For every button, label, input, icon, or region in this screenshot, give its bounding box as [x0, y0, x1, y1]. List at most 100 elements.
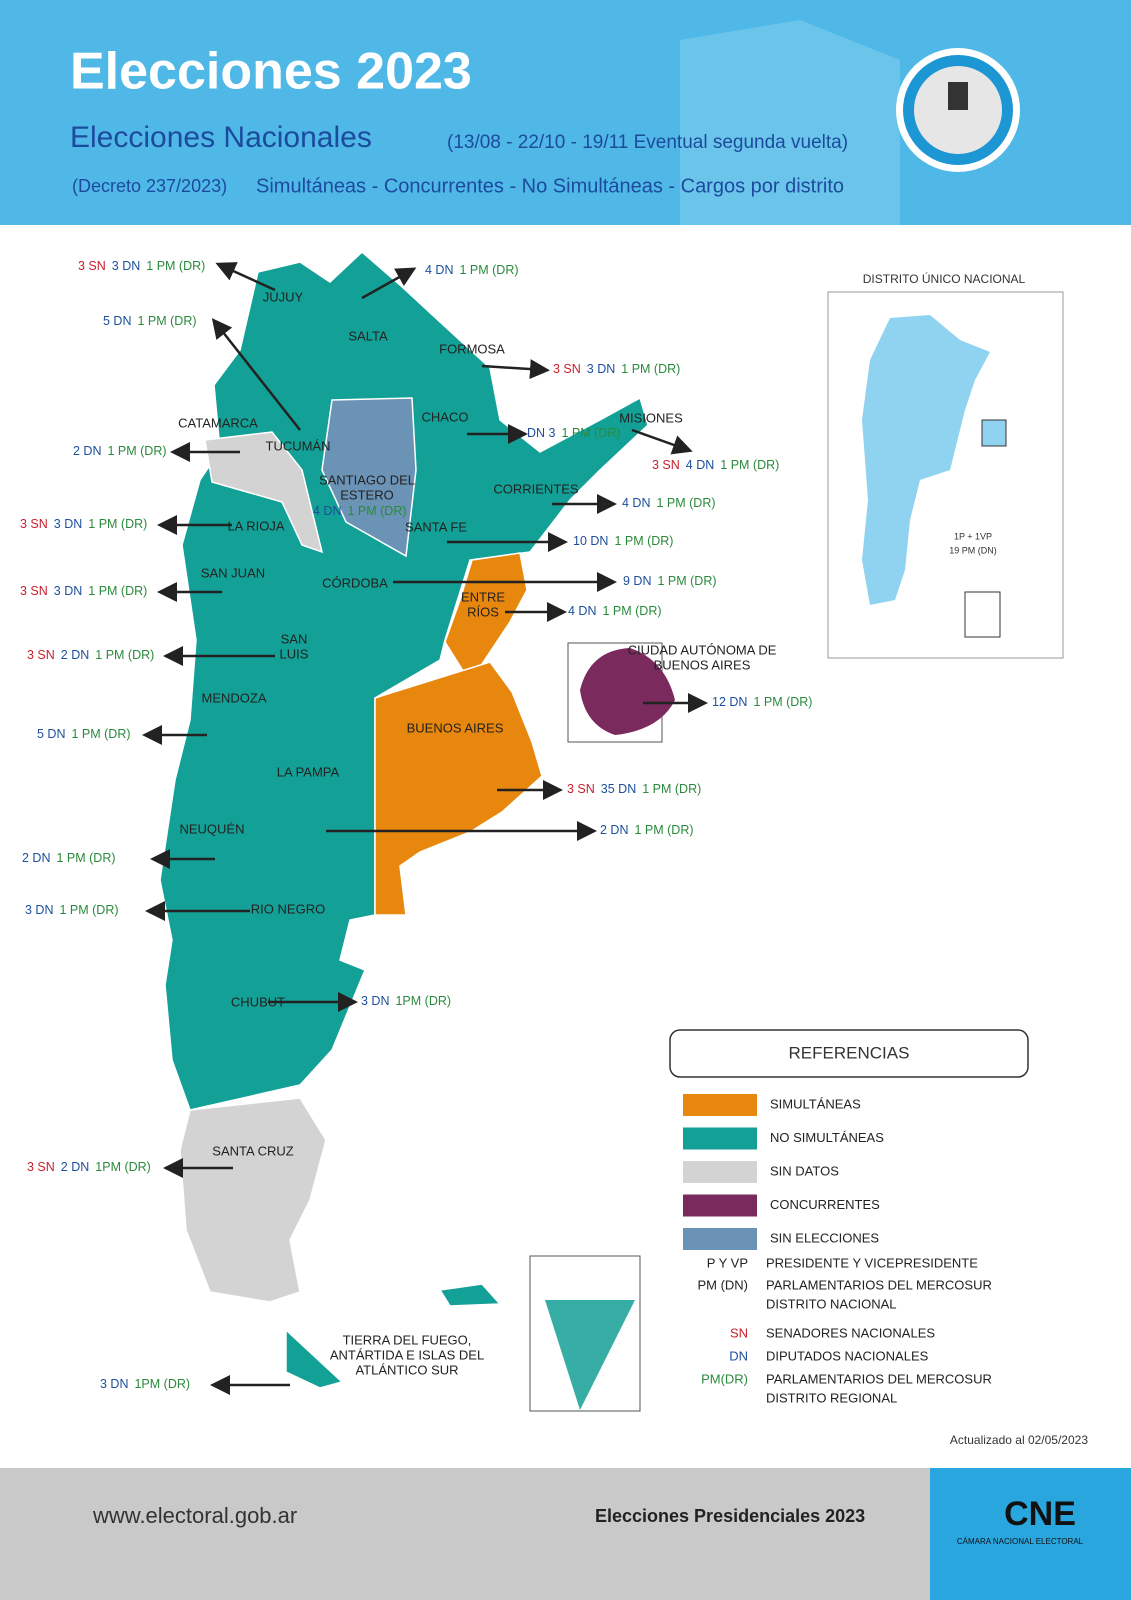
- seat-pm: 1 PM (DR): [71, 727, 130, 741]
- province-name: SANTA FE: [405, 519, 467, 534]
- seat-dn: DN 3: [527, 426, 556, 440]
- seat-label: 9 DN 1 PM (DR): [623, 574, 717, 588]
- seat-dn: 2 DN: [61, 1160, 89, 1174]
- seat-dn: 5 DN: [37, 727, 65, 741]
- updated: Actualizado al 02/05/2023: [950, 1433, 1088, 1447]
- map: [159, 250, 649, 1389]
- footer-url: www.electoral.gob.ar: [92, 1503, 297, 1528]
- seat-dn: 2 DN: [61, 648, 89, 662]
- seat-sn: 3 SN: [553, 362, 581, 376]
- logo-sub: CÁMARA NACIONAL ELECTORAL: [957, 1537, 1084, 1546]
- seat-label: 3 DN 1PM (DR): [361, 994, 451, 1008]
- legend-title-box: [669, 1029, 1029, 1078]
- seat-pm: 1 PM (DR): [656, 496, 715, 510]
- seat-dn: 3 DN: [587, 362, 615, 376]
- region: [438, 1283, 502, 1307]
- seat-label: 2 DN 1 PM (DR): [600, 823, 694, 837]
- seat-dn: 3 DN: [361, 994, 389, 1008]
- seat-label: DN 3 1 PM (DR): [527, 426, 621, 440]
- decree: (Decreto 237/2023): [72, 176, 227, 196]
- legend-label: CONCURRENTES: [770, 1197, 880, 1212]
- province-name: BUENOS AIRES: [654, 657, 751, 672]
- province-name: TUCUMÁN: [266, 438, 331, 453]
- seat-dn: 10 DN: [573, 534, 608, 548]
- logo-block: [930, 1468, 1131, 1600]
- national-map: [981, 419, 1007, 447]
- seat-pm: 1PM (DR): [395, 994, 451, 1008]
- seat-label: 4 DN 1 PM (DR): [425, 263, 519, 277]
- seat-pm: 1 PM (DR): [561, 426, 620, 440]
- seat-label: 3 SN 3 DN 1 PM (DR): [553, 362, 680, 376]
- abbr: PM (DN): [697, 1277, 748, 1292]
- seat-pm: 1 PM (DR): [459, 263, 518, 277]
- national-map: [964, 591, 1001, 638]
- province-name: RIO NEGRO: [251, 901, 325, 916]
- region: [285, 1328, 344, 1389]
- seat-label: 2 DN 1 PM (DR): [22, 851, 116, 865]
- seat-label: 3 SN 3 DN 1 PM (DR): [20, 584, 147, 598]
- abbr: P Y VP: [707, 1255, 748, 1270]
- province-name: SALTA: [348, 328, 388, 343]
- seat-sn: 3 SN: [567, 782, 595, 796]
- subtitle: Elecciones Nacionales: [70, 121, 372, 154]
- seat-pm: 1PM (DR): [95, 1160, 151, 1174]
- caba-shape: [580, 648, 675, 735]
- abbr-desc: PARLAMENTARIOS DEL MERCOSUR: [766, 1371, 992, 1386]
- seat-sn: 3 SN: [78, 259, 106, 273]
- seat-dn: 2 DN: [73, 444, 101, 458]
- seat-sn: 3 SN: [20, 584, 48, 598]
- abbr: SN: [730, 1325, 748, 1340]
- seat-label: 3 SN 35 DN 1 PM (DR): [567, 782, 701, 796]
- abbr: PM(DR): [701, 1371, 748, 1386]
- legend-label: SIMULTÁNEAS: [770, 1096, 861, 1111]
- abbr-desc: DISTRITO NACIONAL: [766, 1296, 897, 1311]
- seat-dn: 35 DN: [601, 782, 636, 796]
- seat-dn: 9 DN: [623, 574, 651, 588]
- seat-label: 4 DN 1 PM (DR): [622, 496, 716, 510]
- seat-label: 3 SN 3 DN 1 PM (DR): [20, 517, 147, 531]
- province-name: FORMOSA: [439, 341, 505, 356]
- seat-pm: 1 PM (DR): [88, 517, 147, 531]
- seat-label: 12 DN 1 PM (DR): [712, 695, 812, 709]
- province-name: SAN JUAN: [201, 565, 265, 580]
- seat-pm: 1 PM (DR): [137, 314, 196, 328]
- abbr-desc: SENADORES NACIONALES: [766, 1325, 935, 1340]
- province-name: ATLÁNTICO SUR: [355, 1362, 458, 1377]
- legend-swatch: [683, 1127, 757, 1150]
- abbr-desc: DISTRITO REGIONAL: [766, 1390, 897, 1405]
- seat-sn: 3 SN: [27, 1160, 55, 1174]
- seat-pm: 1 PM (DR): [146, 259, 205, 273]
- antarctica-shape: [545, 1300, 635, 1410]
- abbr-desc: PRESIDENTE Y VICEPRESIDENTE: [766, 1255, 978, 1270]
- province-name: ENTRE: [461, 589, 505, 604]
- header-deco: [680, 20, 900, 225]
- inset-title: DISTRITO ÚNICO NACIONAL: [863, 271, 1026, 286]
- abbr-desc: DIPUTADOS NACIONALES: [766, 1348, 929, 1363]
- seat-label: 3 SN 2 DN 1PM (DR): [27, 1160, 151, 1174]
- province-name: CIUDAD AUTÓNOMA DE: [628, 642, 777, 657]
- logo: CNE: [1004, 1495, 1076, 1533]
- arrow: [481, 359, 550, 380]
- seat-dn: 2 DN: [22, 851, 50, 865]
- seat-pm: 1 PM (DR): [59, 903, 118, 917]
- arrow: [631, 428, 693, 455]
- seat-dn: 4 DN: [622, 496, 650, 510]
- province-name: CHACO: [422, 409, 469, 424]
- province-name: TIERRA DEL FUEGO,: [343, 1332, 472, 1347]
- legend-swatch: [683, 1094, 757, 1116]
- province-name: MISIONES: [619, 410, 683, 425]
- province-name: CORRIENTES: [493, 481, 579, 496]
- seat-label: 3 DN 1 PM (DR): [25, 903, 119, 917]
- dates: (13/08 - 22/10 - 19/11 Eventual segunda …: [447, 132, 848, 153]
- province-name: ESTERO: [340, 487, 393, 502]
- seat-label: 4 DN 1 PM (DR): [313, 504, 407, 518]
- seat-pm: 1 PM (DR): [88, 584, 147, 598]
- election-types: Simultáneas - Concurrentes - No Simultán…: [256, 175, 844, 197]
- province-name: LUIS: [280, 646, 309, 661]
- seat-pm: 1 PM (DR): [614, 534, 673, 548]
- province-name: BUENOS AIRES: [407, 720, 504, 735]
- inset-line: 1P + 1VP: [954, 531, 992, 541]
- seat-label: 3 SN 4 DN 1 PM (DR): [652, 458, 779, 472]
